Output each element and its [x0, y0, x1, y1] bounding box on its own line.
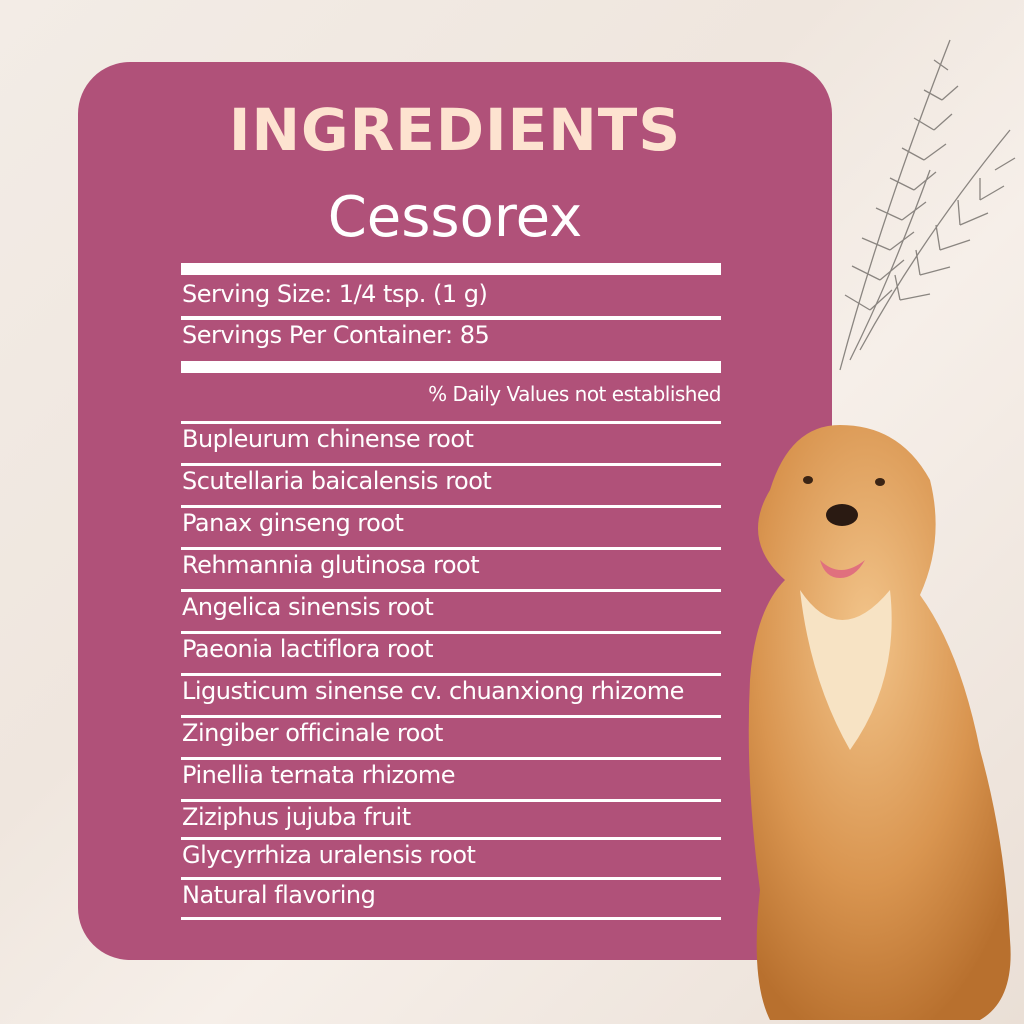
divider [181, 715, 721, 718]
serving-size: Serving Size: 1/4 tsp. (1 g) [182, 280, 488, 308]
ingredients-card [78, 62, 832, 960]
daily-values-note: % Daily Values not established [428, 382, 721, 406]
ingredient-item: Ligusticum sinense cv. chuanxiong rhizom… [182, 677, 684, 705]
divider [181, 877, 721, 880]
ingredient-item: Scutellaria baicalensis root [182, 467, 492, 495]
product-name: Cessorex [327, 185, 583, 250]
rosemary-illustration [839, 39, 1016, 371]
divider [181, 673, 721, 676]
divider [181, 917, 721, 920]
ingredient-item: Rehmannia glutinosa root [182, 551, 480, 579]
divider [181, 316, 721, 320]
ingredients-heading: INGREDIENTS [228, 96, 682, 164]
ingredient-item: Pinellia ternata rhizome [182, 761, 455, 789]
divider [181, 589, 721, 592]
divider [181, 631, 721, 634]
thick-divider [181, 361, 721, 373]
divider [181, 757, 721, 760]
servings-per-container: Servings Per Container: 85 [182, 321, 490, 349]
divider [181, 463, 721, 466]
ingredient-item: Bupleurum chinense root [182, 425, 474, 453]
ingredient-item: Zingiber officinale root [182, 719, 443, 747]
ingredient-item: Angelica sinensis root [182, 593, 434, 621]
ingredient-item: Panax ginseng root [182, 509, 404, 537]
ingredient-item: Paeonia lactiflora root [182, 635, 434, 663]
ingredient-item: Glycyrrhiza uralensis root [182, 841, 476, 869]
golden-retriever-photo [748, 425, 1011, 1020]
divider [181, 505, 721, 508]
ingredient-item: Ziziphus jujuba fruit [182, 803, 411, 831]
divider [181, 547, 721, 550]
ingredient-item: Natural flavoring [182, 881, 376, 909]
thick-divider [181, 263, 721, 275]
divider [181, 837, 721, 840]
divider [181, 421, 721, 424]
divider [181, 799, 721, 802]
